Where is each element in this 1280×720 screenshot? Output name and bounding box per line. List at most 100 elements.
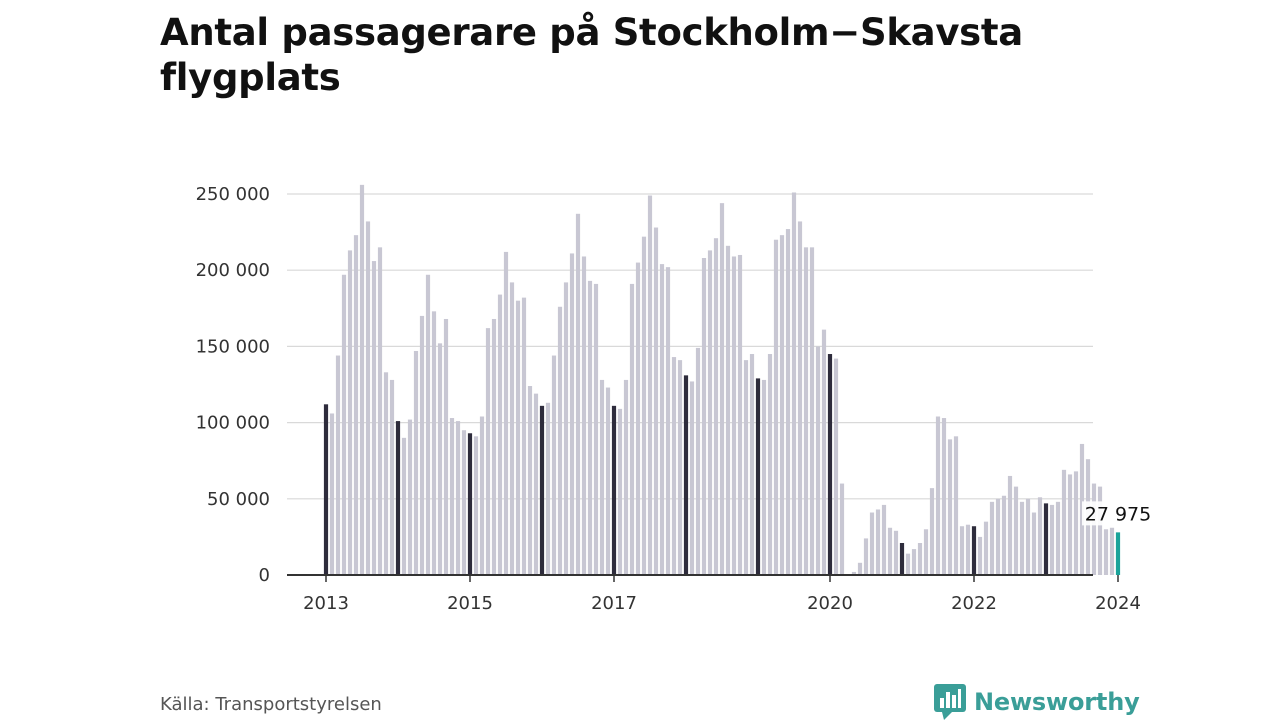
bar xyxy=(923,529,929,575)
x-tick-label: 2024 xyxy=(1095,593,1141,614)
y-axis-tick-labels: 0 50 000 100 000 150 000 200 000 250 000 xyxy=(196,184,270,586)
bar-january xyxy=(827,354,833,575)
bar xyxy=(443,318,449,575)
y-tick-label: 150 000 xyxy=(196,336,270,357)
bar xyxy=(809,247,815,575)
bar xyxy=(773,239,779,575)
bar xyxy=(587,280,593,575)
bar xyxy=(1049,504,1055,575)
bar xyxy=(737,254,743,575)
bar xyxy=(473,436,479,575)
bar xyxy=(713,238,719,575)
bar xyxy=(1097,486,1103,575)
bar-january xyxy=(611,405,617,575)
bar xyxy=(599,379,605,575)
bar xyxy=(839,483,845,575)
bar xyxy=(863,538,869,575)
bar xyxy=(1103,529,1109,575)
bar xyxy=(569,253,575,575)
latest-value-label: 27 975 xyxy=(1085,503,1151,525)
bar xyxy=(1091,483,1097,575)
y-tick-label: 100 000 xyxy=(196,413,270,434)
bar xyxy=(521,297,527,575)
bar-latest xyxy=(1115,532,1121,575)
bar xyxy=(965,524,971,575)
bar xyxy=(431,311,437,575)
bar xyxy=(533,393,539,575)
bar xyxy=(617,408,623,575)
y-tick-label: 50 000 xyxy=(207,489,270,510)
bar xyxy=(389,379,395,575)
bar xyxy=(857,562,863,575)
bar xyxy=(581,256,587,575)
bar xyxy=(875,509,881,575)
bar xyxy=(791,192,797,576)
bar xyxy=(731,256,737,575)
bar xyxy=(869,512,875,575)
bar xyxy=(515,300,521,575)
bar xyxy=(665,267,671,575)
bar xyxy=(377,247,383,575)
bar xyxy=(479,416,485,575)
bar-january xyxy=(467,433,473,575)
bar xyxy=(929,488,935,575)
bar-january xyxy=(539,405,545,575)
bar xyxy=(425,274,431,575)
bar xyxy=(983,521,989,575)
bar xyxy=(335,355,341,575)
bar xyxy=(953,436,959,575)
bar xyxy=(1067,474,1073,575)
bar xyxy=(803,247,809,575)
source-note: Källa: Transportstyrelsen xyxy=(160,694,382,715)
brand-name: Newsworthy xyxy=(974,688,1140,716)
bar xyxy=(563,282,569,575)
bar xyxy=(557,306,563,575)
bar xyxy=(551,355,557,575)
bar xyxy=(941,418,947,575)
bar xyxy=(365,221,371,575)
bar xyxy=(785,229,791,576)
bar-chart-speech-bubble-icon xyxy=(934,684,966,720)
bar-january xyxy=(899,543,905,575)
bar xyxy=(641,236,647,576)
x-tick-label: 2020 xyxy=(807,593,853,614)
bar xyxy=(491,318,497,575)
y-tick-label: 200 000 xyxy=(196,260,270,281)
bar xyxy=(647,195,653,575)
bar xyxy=(905,553,911,575)
bar xyxy=(455,421,461,575)
bar xyxy=(995,498,1001,575)
bar xyxy=(341,274,347,575)
bar xyxy=(977,536,983,575)
bar xyxy=(413,350,419,575)
bar xyxy=(329,413,335,575)
bar-january xyxy=(683,375,689,575)
bar xyxy=(623,379,629,575)
bar xyxy=(461,430,467,575)
bar xyxy=(779,235,785,575)
bar-january xyxy=(395,421,401,575)
bar xyxy=(881,504,887,575)
bar xyxy=(989,501,995,575)
newsworthy-logo: Newsworthy xyxy=(934,684,1140,720)
bar xyxy=(815,346,821,575)
bars xyxy=(323,184,1121,576)
bar xyxy=(695,347,701,575)
bar xyxy=(767,354,773,575)
bar xyxy=(911,549,917,575)
bar xyxy=(893,530,899,575)
bar xyxy=(689,381,695,575)
bar xyxy=(821,329,827,575)
bar xyxy=(749,354,755,575)
bar xyxy=(527,386,533,575)
bar xyxy=(605,387,611,575)
bar xyxy=(359,184,365,576)
bar xyxy=(1109,527,1115,575)
bar xyxy=(1025,498,1031,575)
bar xyxy=(653,227,659,575)
x-tick-label: 2015 xyxy=(447,593,493,614)
bar xyxy=(497,294,503,575)
bar xyxy=(383,372,389,575)
bar xyxy=(797,221,803,575)
